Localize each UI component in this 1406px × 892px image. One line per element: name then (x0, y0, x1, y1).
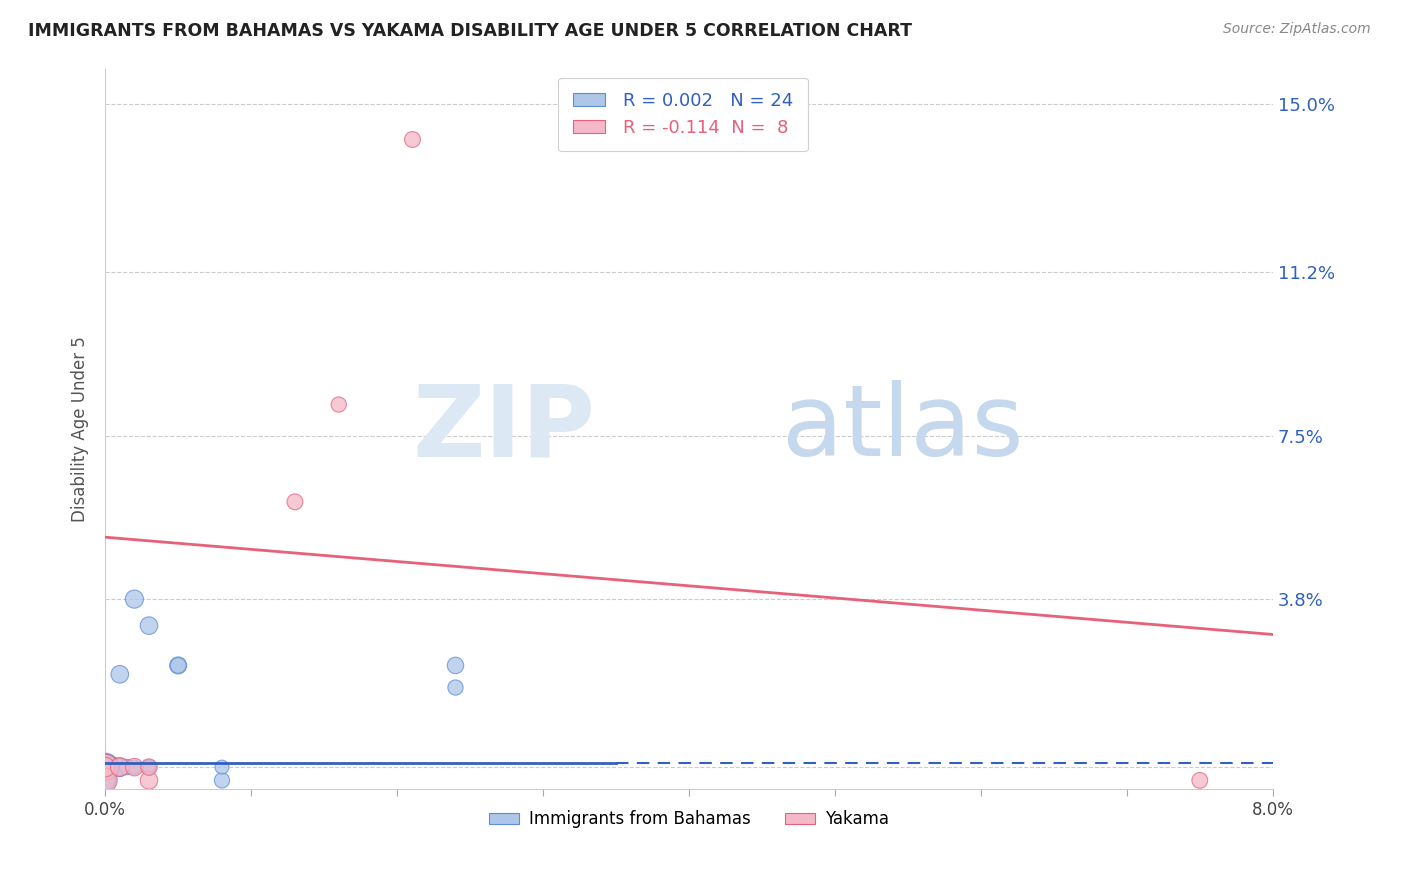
Point (284, 495, 307, 509)
Text: IMMIGRANTS FROM BAHAMAS VS YAKAMA DISABILITY AGE UNDER 5 CORRELATION CHART: IMMIGRANTS FROM BAHAMAS VS YAKAMA DISABI… (28, 22, 912, 40)
Point (138, 760, 160, 774)
Point (94, 760, 117, 774)
Text: Source: ZipAtlas.com: Source: ZipAtlas.com (1223, 22, 1371, 37)
Point (444, 681, 467, 695)
Point (108, 760, 131, 774)
Point (124, 760, 146, 774)
Point (401, 132, 423, 146)
Point (94, 773, 117, 788)
Point (211, 773, 233, 788)
Point (138, 773, 160, 788)
Point (94, 760, 117, 774)
Point (94, 760, 117, 774)
Point (124, 760, 146, 774)
Point (444, 658, 467, 673)
Point (94, 760, 117, 774)
Y-axis label: Disability Age Under 5: Disability Age Under 5 (72, 336, 89, 522)
Point (138, 760, 160, 774)
Point (94, 773, 117, 788)
Point (108, 760, 131, 774)
Point (94, 773, 117, 788)
Point (94, 760, 117, 774)
Point (138, 618, 160, 632)
Point (211, 760, 233, 774)
Point (124, 592, 146, 607)
Point (108, 760, 131, 774)
Point (138, 760, 160, 774)
Point (1188, 773, 1211, 788)
Point (108, 760, 131, 774)
Text: ZIP: ZIP (413, 380, 596, 477)
Point (167, 658, 190, 673)
Point (138, 760, 160, 774)
Point (328, 398, 350, 412)
Text: atlas: atlas (782, 380, 1024, 477)
Point (108, 667, 131, 681)
Point (115, 760, 138, 774)
Point (101, 760, 124, 774)
Legend: Immigrants from Bahamas, Yakama: Immigrants from Bahamas, Yakama (482, 804, 896, 835)
Point (94, 760, 117, 774)
Point (94, 760, 117, 774)
Point (124, 760, 146, 774)
Point (167, 658, 190, 673)
Point (94, 760, 117, 774)
Point (94, 773, 117, 788)
